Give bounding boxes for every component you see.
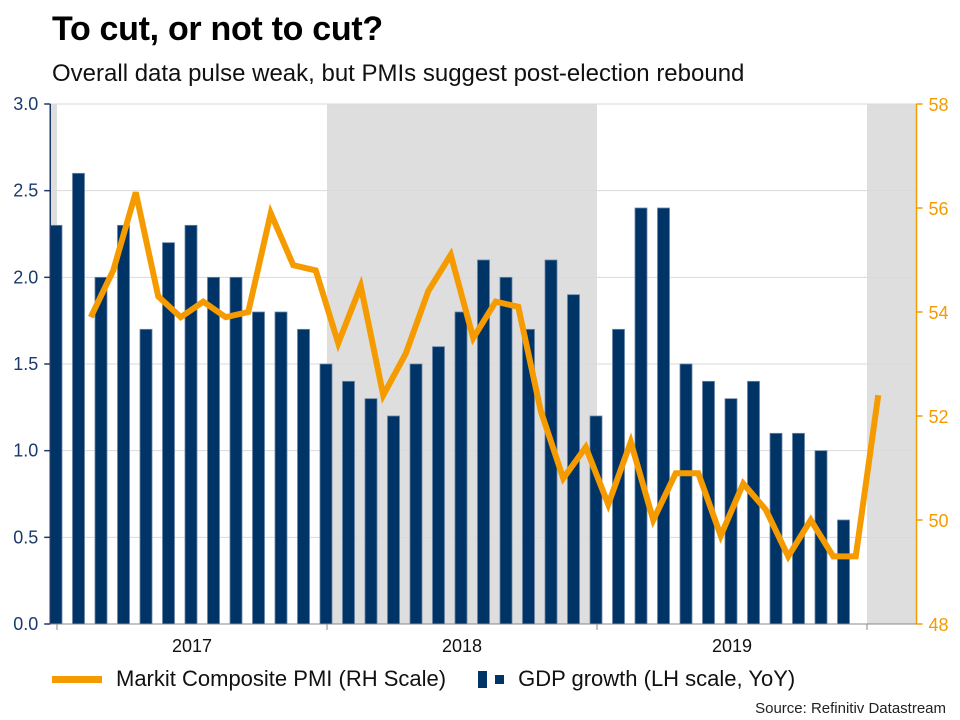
line-swatch-icon	[52, 675, 102, 683]
gdp-bar	[207, 276, 220, 625]
gdp-bar	[72, 172, 85, 625]
gdp-bar	[679, 363, 693, 625]
gdp-bar	[229, 276, 243, 625]
bar-swatch-small-icon	[495, 674, 505, 684]
gdp-bar	[139, 328, 153, 625]
gdp-bar	[117, 224, 130, 625]
bar-swatch-icon	[478, 670, 488, 688]
gdp-bar	[409, 363, 423, 625]
right-tick-label: 52	[929, 407, 949, 427]
source-note: Source: Refinitiv Datastream	[755, 700, 946, 717]
legend-label-gdp: GDP growth (LH scale, YoY)	[518, 666, 796, 691]
left-tick-label: 3.0	[13, 94, 38, 114]
gdp-bar	[432, 346, 445, 625]
gdp-bar	[364, 398, 378, 625]
right-tick-label: 54	[929, 303, 949, 323]
x-tick-label: 2019	[712, 636, 752, 656]
gdp-bar	[657, 207, 670, 625]
left-axis-ticks: 0.0 0.5 1.0 1.5 2.0 2.5 3.0	[13, 94, 51, 634]
legend-label-pmi: Markit Composite PMI (RH Scale)	[116, 666, 447, 691]
legend-item-pmi: Markit Composite PMI (RH Scale)	[52, 666, 446, 692]
chart-title: To cut, or not to cut?	[52, 10, 383, 48]
x-axis-ticks: 2017 2018 2019	[56, 624, 868, 656]
left-tick-label: 2.0	[13, 267, 38, 287]
gdp-bar	[252, 311, 265, 625]
gdp-bar	[274, 311, 288, 625]
gdp-bar	[387, 415, 400, 625]
x-tick-label: 2018	[442, 636, 482, 656]
left-tick-label: 1.5	[13, 354, 38, 374]
pmi-line	[88, 191, 882, 563]
gdp-bar	[634, 207, 648, 625]
gdp-bar	[589, 415, 603, 625]
right-tick-label: 58	[929, 95, 949, 115]
right-tick-label: 48	[929, 615, 949, 635]
chart-subtitle: Overall data pulse weak, but PMIs sugges…	[52, 60, 745, 87]
left-tick-label: 0.5	[13, 527, 38, 547]
gdp-bar	[319, 363, 333, 625]
x-tick-label: 2017	[172, 636, 212, 656]
legend-item-gdp: GDP growth (LH scale, YoY)	[478, 666, 795, 692]
right-tick-label: 56	[929, 199, 949, 219]
left-tick-label: 1.0	[13, 441, 38, 461]
legend: Markit Composite PMI (RH Scale) GDP grow…	[52, 664, 827, 694]
gdp-bar	[454, 311, 468, 625]
gdp-bar	[342, 380, 355, 625]
right-axis-ticks: 48 50 52 54 56 58	[916, 95, 949, 635]
gdp-bar	[837, 519, 850, 625]
pmi-line-group	[88, 191, 882, 563]
gdp-bar	[94, 276, 108, 625]
left-tick-label: 2.5	[13, 181, 38, 201]
left-tick-label: 0.0	[13, 614, 38, 634]
gdp-bar	[297, 328, 310, 625]
gdp-bar	[49, 224, 63, 625]
right-tick-label: 50	[929, 511, 949, 531]
gdp-bar	[184, 224, 198, 625]
gdp-bar	[499, 276, 513, 625]
